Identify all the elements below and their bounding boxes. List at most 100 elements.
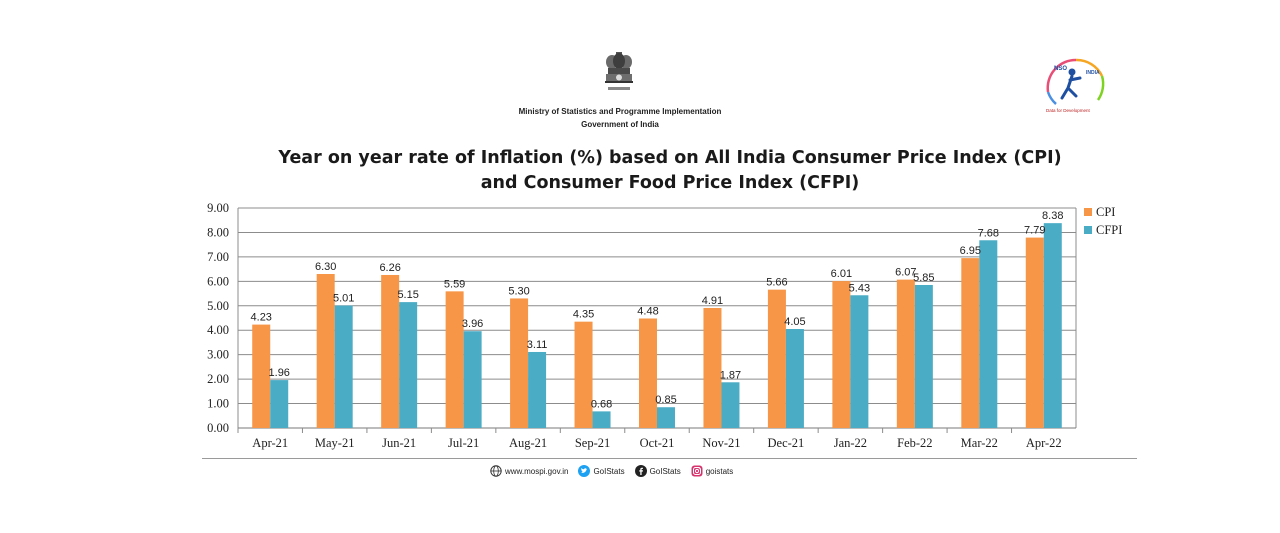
bar-cpi xyxy=(574,321,593,428)
bar-cfpi xyxy=(334,305,353,428)
footer-instagram[interactable]: goistats xyxy=(691,465,734,477)
y-tick-label: 3.00 xyxy=(207,348,229,362)
bar-cpi xyxy=(316,274,335,428)
facebook-handle: GoIStats xyxy=(649,466,681,476)
legend-label-cpi: CPI xyxy=(1096,205,1115,219)
nso-logo-country: INDIA xyxy=(1086,70,1100,76)
y-tick-label: 6.00 xyxy=(207,274,229,288)
bar-cfpi xyxy=(850,295,869,428)
website-text: www.mospi.gov.in xyxy=(505,466,569,476)
data-label-cpi: 4.48 xyxy=(637,305,658,317)
footer-twitter[interactable]: GoIStats xyxy=(578,465,625,477)
data-label-cfpi: 4.05 xyxy=(784,316,805,328)
ministry-header: Ministry of Statistics and Programme Imp… xyxy=(480,105,760,131)
bar-cpi xyxy=(961,258,980,428)
y-tick-label: 7.00 xyxy=(207,250,229,264)
bar-cfpi xyxy=(528,351,547,428)
y-tick-label: 4.00 xyxy=(207,323,229,337)
bar-cfpi xyxy=(785,329,804,428)
legend-swatch-cpi xyxy=(1084,208,1092,216)
footer-links: www.mospi.gov.in GoIStats GoIStats goist… xyxy=(490,465,743,477)
x-tick-label: Apr-21 xyxy=(252,436,288,450)
data-label-cfpi: 0.68 xyxy=(591,398,612,410)
data-label-cpi: 6.07 xyxy=(895,267,916,279)
bar-cfpi xyxy=(270,380,289,428)
bar-cfpi xyxy=(592,411,611,428)
legend-label-cfpi: CFPI xyxy=(1096,223,1122,237)
data-label-cpi: 6.26 xyxy=(379,262,400,274)
data-label-cfpi: 3.96 xyxy=(462,318,483,330)
bar-cfpi xyxy=(914,285,933,428)
bar-cfpi xyxy=(399,302,418,428)
data-label-cpi: 4.23 xyxy=(251,312,272,324)
instagram-icon xyxy=(691,465,703,477)
y-tick-label: 1.00 xyxy=(207,397,229,411)
bar-cpi xyxy=(445,291,464,428)
chart-title-line-1: Year on year rate of Inflation (%) based… xyxy=(278,148,1062,168)
x-tick-label: Aug-21 xyxy=(509,436,547,450)
ministry-name: Ministry of Statistics and Programme Imp… xyxy=(518,107,722,116)
y-tick-label: 8.00 xyxy=(207,225,229,239)
data-label-cpi: 5.30 xyxy=(508,285,529,297)
nso-india-logo: NSO INDIA Data for Development xyxy=(1046,58,1105,113)
chart-title-line-2: and Consumer Food Price Index (CFPI) xyxy=(480,173,860,193)
data-label-cfpi: 1.87 xyxy=(720,369,741,381)
y-tick-label: 2.00 xyxy=(207,372,229,386)
x-tick-label: Feb-22 xyxy=(897,436,932,450)
footer-facebook[interactable]: GoIStats xyxy=(634,465,681,477)
x-tick-label: Oct-21 xyxy=(640,436,675,450)
x-tick-label: Jun-21 xyxy=(382,436,416,450)
nso-logo-title: NSO xyxy=(1054,66,1067,72)
data-label-cpi: 6.01 xyxy=(831,268,852,280)
y-tick-label: 5.00 xyxy=(207,299,229,313)
globe-icon xyxy=(490,465,502,477)
x-tick-label: Apr-22 xyxy=(1026,436,1062,450)
y-tick-label: 9.00 xyxy=(207,201,229,215)
footer-website[interactable]: www.mospi.gov.in xyxy=(490,465,568,477)
bar-cpi xyxy=(832,281,851,428)
bar-cpi xyxy=(639,318,657,428)
bar-cpi xyxy=(510,298,529,428)
data-label-cpi: 5.66 xyxy=(766,277,787,289)
bar-cfpi xyxy=(979,240,998,428)
twitter-handle: GoIStats xyxy=(593,466,625,476)
data-label-cfpi: 5.85 xyxy=(913,272,934,284)
x-tick-label: Dec-21 xyxy=(768,436,805,450)
x-tick-label: Jul-21 xyxy=(448,436,479,450)
instagram-handle: goistats xyxy=(705,466,734,476)
government-name: Government of India xyxy=(581,120,659,129)
national-emblem-icon xyxy=(605,52,633,90)
data-label-cfpi: 3.11 xyxy=(527,339,548,351)
bar-cfpi xyxy=(463,331,482,428)
data-label-cpi: 5.59 xyxy=(444,278,465,290)
footer-divider xyxy=(202,458,1137,459)
bar-cpi xyxy=(381,274,400,428)
data-label-cfpi: 1.96 xyxy=(269,367,290,379)
data-label-cfpi: 5.01 xyxy=(333,293,354,305)
data-label-cfpi: 7.68 xyxy=(978,227,999,239)
data-label-cfpi: 5.15 xyxy=(397,289,418,301)
legend-swatch-cfpi xyxy=(1084,226,1092,234)
data-label-cpi: 4.91 xyxy=(702,295,723,307)
bar-cfpi xyxy=(657,407,675,428)
bar-cpi xyxy=(896,279,915,428)
x-tick-label: Jan-22 xyxy=(834,436,867,450)
data-label-cfpi: 0.85 xyxy=(655,394,676,406)
data-label-cpi: 6.95 xyxy=(960,245,981,257)
x-tick-label: Mar-22 xyxy=(961,436,998,450)
data-label-cpi: 6.30 xyxy=(315,261,336,273)
y-tick-label: 0.00 xyxy=(207,421,229,435)
x-tick-label: Sep-21 xyxy=(575,436,610,450)
nso-logo-tagline: Data for Development xyxy=(1046,108,1091,113)
twitter-icon xyxy=(578,465,591,477)
bar-cfpi xyxy=(721,382,740,428)
x-tick-label: May-21 xyxy=(315,436,355,450)
facebook-icon xyxy=(634,465,647,477)
bar-cpi xyxy=(767,289,786,428)
data-label-cfpi: 5.43 xyxy=(849,282,870,294)
chart-title: Year on year rate of Inflation (%) based… xyxy=(270,146,1070,196)
bar-cfpi xyxy=(1043,223,1062,428)
bar-cpi xyxy=(1025,237,1044,428)
data-label-cpi: 4.35 xyxy=(573,309,594,321)
